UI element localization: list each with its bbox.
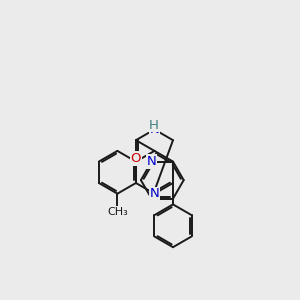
Text: N: N — [150, 187, 159, 200]
Text: O: O — [131, 152, 141, 165]
Text: CH₃: CH₃ — [107, 207, 128, 217]
Text: H: H — [148, 119, 158, 132]
Text: N: N — [147, 155, 157, 168]
Text: N: N — [150, 123, 159, 136]
